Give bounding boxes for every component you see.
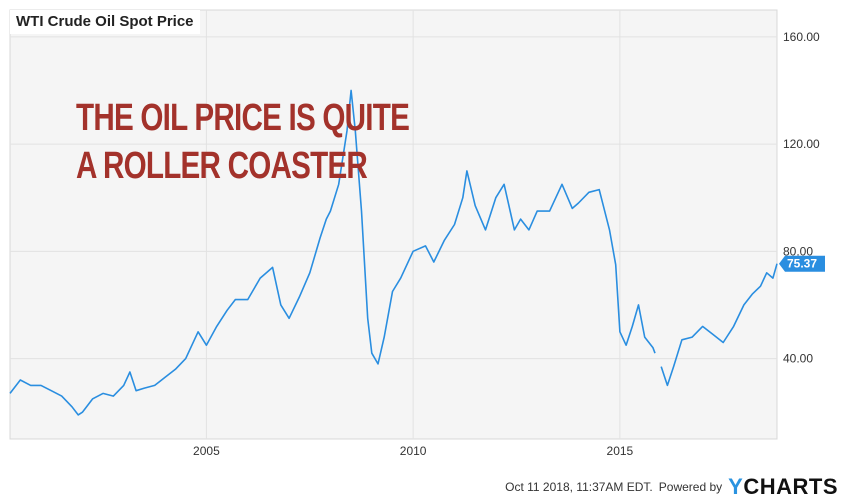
badge-layer: 75.37: [779, 255, 825, 272]
y-tick-label: 80.00: [783, 244, 813, 258]
x-tick-label: 2005: [193, 444, 220, 458]
chart-footer: Oct 11 2018, 11:37AM EDT. Powered by YCH…: [505, 474, 838, 500]
x-tick-label: 2010: [400, 444, 427, 458]
chart-title: WTI Crude Oil Spot Price: [10, 10, 200, 34]
x-tick-label: 2015: [607, 444, 634, 458]
last-value-badge: [779, 255, 825, 272]
series-line: [660, 263, 778, 387]
ycharts-logo[interactable]: YCHARTS: [728, 474, 838, 500]
series-line: [9, 89, 656, 416]
last-value-label: 75.37: [787, 257, 817, 271]
chart-annotation: THE OIL PRICE IS QUITE A ROLLER COASTER: [76, 94, 410, 190]
footer-powered-by: Powered by: [658, 480, 723, 494]
grid: [10, 10, 777, 439]
footer-timestamp: Oct 11 2018, 11:37AM EDT.: [505, 480, 653, 494]
y-tick-label: 40.00: [783, 352, 813, 366]
ycharts-logo-y: Y: [728, 474, 744, 499]
axis-layer: 40.00 80.00 120.00 160.00 2005 2010 2015: [193, 30, 820, 458]
y-tick-label: 160.00: [783, 30, 820, 44]
annotation-line-2: A ROLLER COASTER: [76, 145, 368, 187]
y-tick-label: 120.00: [783, 137, 820, 151]
ycharts-logo-rest: CHARTS: [743, 474, 838, 499]
plot-area: [9, 9, 778, 440]
series-layer: [9, 89, 778, 416]
annotation-line-1: THE OIL PRICE IS QUITE: [76, 97, 410, 139]
